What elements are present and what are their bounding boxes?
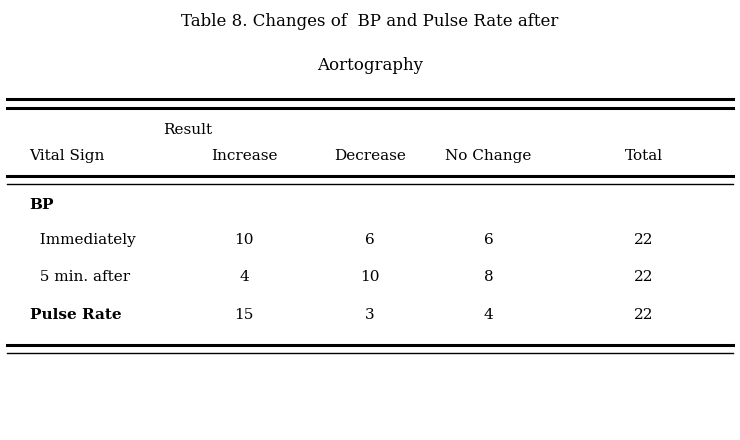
- Text: 6: 6: [365, 233, 375, 247]
- Text: 4: 4: [239, 270, 249, 284]
- Text: Table 8. Changes of  BP and Pulse Rate after: Table 8. Changes of BP and Pulse Rate af…: [181, 13, 559, 30]
- Text: 10: 10: [235, 233, 254, 247]
- Text: Aortography: Aortography: [317, 57, 423, 74]
- Text: BP: BP: [30, 198, 54, 212]
- Text: 22: 22: [634, 308, 653, 322]
- Text: 8: 8: [483, 270, 494, 284]
- Text: Result: Result: [163, 123, 212, 137]
- Text: 22: 22: [634, 233, 653, 247]
- Text: No Change: No Change: [445, 149, 531, 163]
- Text: Immediately: Immediately: [30, 233, 135, 247]
- Text: Pulse Rate: Pulse Rate: [30, 308, 121, 322]
- Text: Vital Sign: Vital Sign: [30, 149, 105, 163]
- Text: 15: 15: [235, 308, 254, 322]
- Text: Total: Total: [625, 149, 663, 163]
- Text: 10: 10: [360, 270, 380, 284]
- Text: 6: 6: [483, 233, 494, 247]
- Text: 5 min. after: 5 min. after: [30, 270, 130, 284]
- Text: 3: 3: [365, 308, 375, 322]
- Text: Increase: Increase: [211, 149, 278, 163]
- Text: Decrease: Decrease: [334, 149, 406, 163]
- Text: 22: 22: [634, 270, 653, 284]
- Text: 4: 4: [483, 308, 494, 322]
